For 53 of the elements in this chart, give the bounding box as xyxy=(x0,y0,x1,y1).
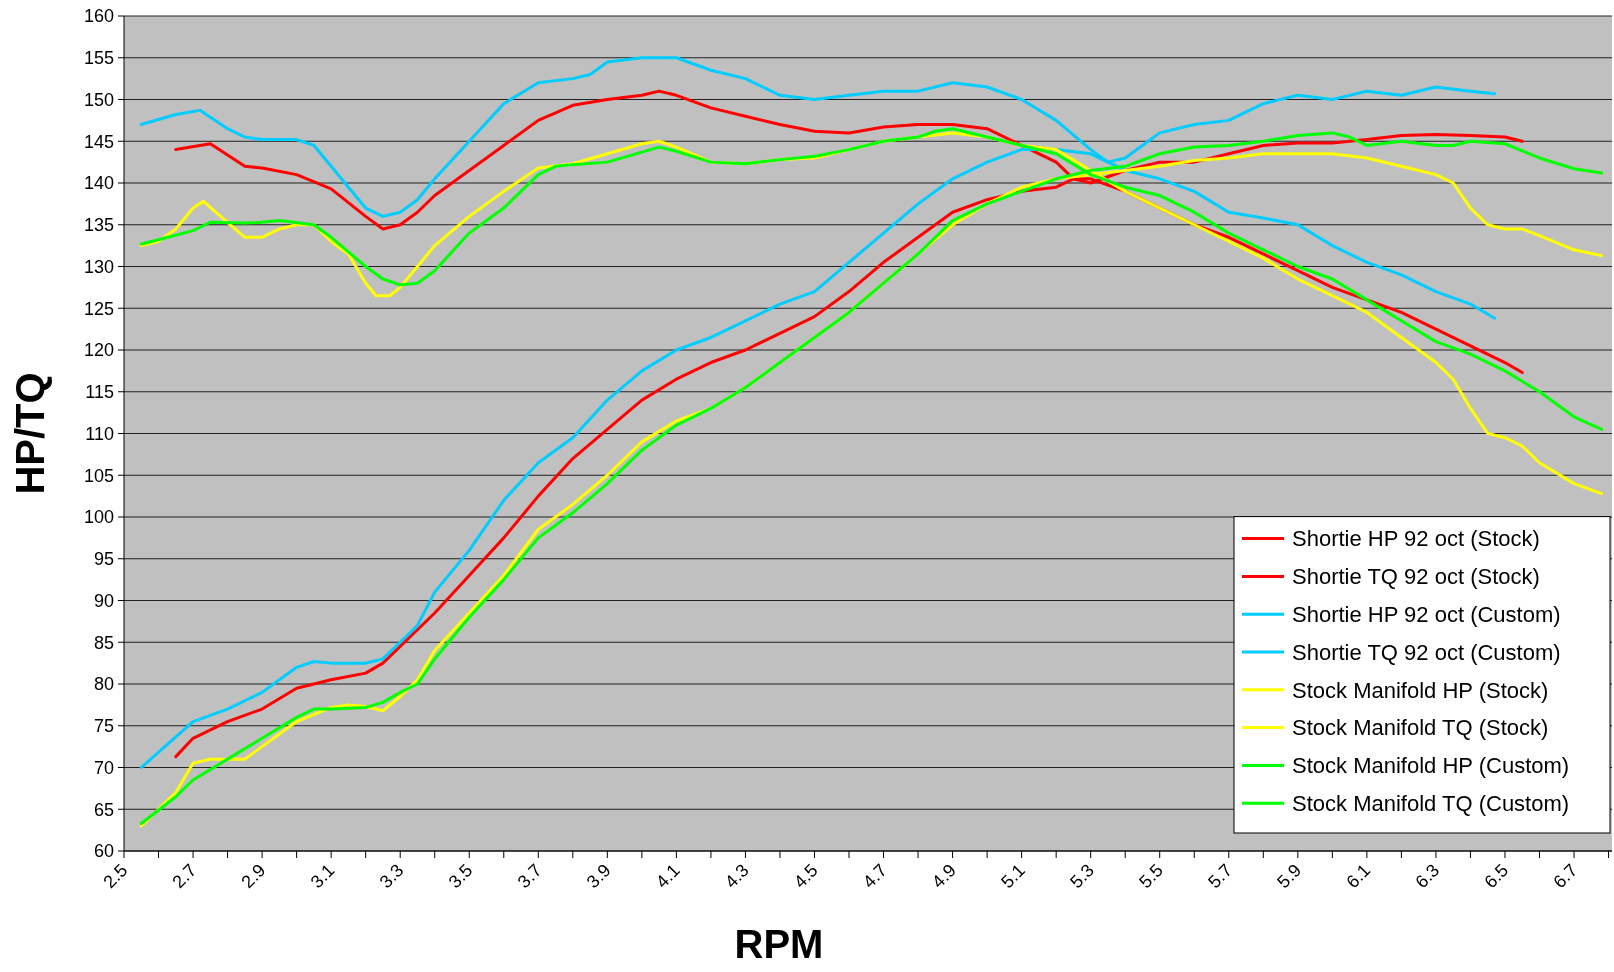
legend-label: Stock Manifold HP (Custom) xyxy=(1292,753,1570,779)
y-tick-label: 110 xyxy=(85,423,114,444)
legend-label: Shortie TQ 92 oct (Custom) xyxy=(1292,639,1561,665)
y-tick-label: 70 xyxy=(93,757,114,778)
x-tick-label: 6.1 xyxy=(1342,860,1375,892)
x-tick-label: 3.7 xyxy=(513,860,546,892)
x-tick-label: 5.5 xyxy=(1135,860,1168,892)
y-tick-label: 145 xyxy=(83,131,114,152)
x-tick-label: 6.5 xyxy=(1480,860,1513,892)
x-tick-label: 3.9 xyxy=(582,860,615,892)
legend-label: Shortie TQ 92 oct (Stock) xyxy=(1292,564,1540,590)
legend-label: Shortie HP 92 oct (Stock) xyxy=(1292,526,1540,552)
x-axis-title: RPM xyxy=(734,922,824,966)
legend-label: Stock Manifold TQ (Custom) xyxy=(1292,790,1570,816)
x-tick-label: 5.3 xyxy=(1066,860,1098,892)
y-tick-label: 160 xyxy=(83,6,114,27)
x-tick-label: 5.9 xyxy=(1273,860,1306,892)
x-tick-label: 2.9 xyxy=(237,860,270,892)
y-tick-label: 80 xyxy=(93,674,114,695)
y-tick-label: 105 xyxy=(83,465,114,486)
x-tick-label: 6.7 xyxy=(1549,860,1582,892)
y-tick-label: 135 xyxy=(83,215,114,236)
x-tick-label: 4.9 xyxy=(928,860,960,892)
legend-label: Stock Manifold HP (Stock) xyxy=(1292,677,1549,703)
y-tick-label: 95 xyxy=(93,549,114,570)
x-tick-label: 2.5 xyxy=(99,860,132,892)
x-tick-label: 5.1 xyxy=(997,860,1029,892)
y-axis-title: HP/TQ xyxy=(8,372,52,495)
y-tick-label: 150 xyxy=(83,89,114,110)
x-tick-label: 4.7 xyxy=(858,860,891,892)
y-tick-label: 100 xyxy=(83,507,114,528)
x-tick-label: 4.1 xyxy=(651,860,684,892)
y-tick-label: 130 xyxy=(83,256,114,277)
x-tick-label: 3.3 xyxy=(375,860,408,892)
x-tick-label: 3.5 xyxy=(444,860,477,892)
x-tick-label: 6.3 xyxy=(1411,860,1444,892)
y-tick-label: 155 xyxy=(83,48,114,69)
x-tick-label: 5.7 xyxy=(1204,860,1237,892)
y-tick-label: 140 xyxy=(83,173,114,194)
y-tick-label: 65 xyxy=(93,799,114,820)
x-tick-label: 2.7 xyxy=(168,860,201,892)
y-tick-label: 90 xyxy=(93,590,114,611)
y-tick-label: 120 xyxy=(83,340,114,361)
legend-label: Stock Manifold TQ (Stock) xyxy=(1292,715,1549,741)
y-tick-label: 85 xyxy=(93,632,114,653)
legend-label: Shortie HP 92 oct (Custom) xyxy=(1292,601,1561,627)
y-tick-label: 125 xyxy=(83,298,114,319)
x-tick-label: 4.3 xyxy=(720,860,753,892)
y-tick-label: 60 xyxy=(93,841,114,862)
y-tick-label: 75 xyxy=(93,716,114,737)
y-tick-label: 115 xyxy=(85,382,114,403)
x-tick-label: 3.1 xyxy=(306,860,339,892)
x-tick-label: 4.5 xyxy=(789,860,822,892)
